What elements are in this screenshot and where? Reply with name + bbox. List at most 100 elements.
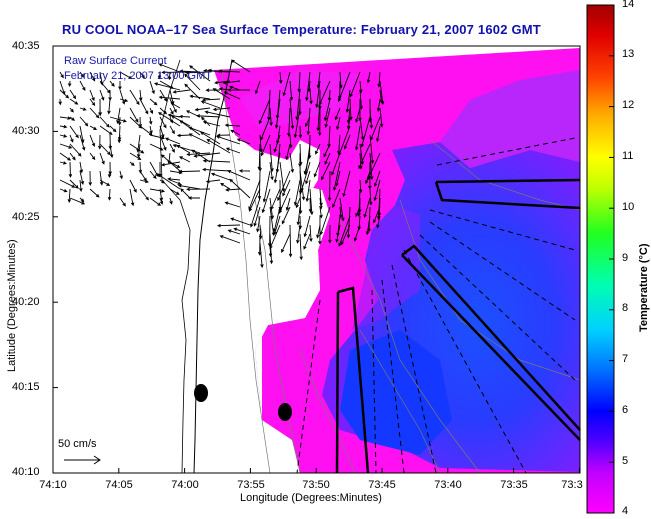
- current-vector: [169, 197, 173, 205]
- current-vector: [319, 197, 323, 210]
- current-vector: [79, 161, 84, 174]
- current-vector: [159, 116, 167, 129]
- current-vector: [160, 154, 181, 172]
- current-vector: [289, 98, 295, 130]
- current-vector: [59, 89, 70, 99]
- current-vector: [117, 134, 122, 141]
- current-vector: [169, 107, 174, 115]
- current-vector: [359, 116, 365, 141]
- current-vector: [68, 161, 73, 178]
- current-vector: [109, 80, 115, 87]
- current-vector: [309, 89, 313, 105]
- current-vector: [180, 188, 191, 199]
- current-vector: [216, 223, 241, 228]
- current-vector: [69, 107, 74, 113]
- current-vector: [337, 134, 341, 155]
- current-vector: [238, 169, 251, 173]
- y-tick-label: 40:10: [12, 466, 40, 478]
- current-vector: [369, 152, 374, 181]
- current-vector: [205, 179, 221, 184]
- colorbar-tick-label: 9: [622, 252, 629, 264]
- current-vector: [178, 114, 191, 119]
- current-vector: [299, 233, 303, 261]
- colorbar-tick-label: 14: [622, 0, 635, 10]
- current-vector: [305, 71, 311, 102]
- current-vector: [337, 80, 342, 100]
- current-vector: [375, 125, 381, 143]
- current-vector: [99, 179, 111, 186]
- current-vector: [236, 138, 251, 145]
- current-vector: [279, 71, 283, 84]
- current-vector: [129, 161, 135, 166]
- current-vector: [260, 134, 271, 157]
- current-vector: [379, 89, 384, 104]
- current-vector: [214, 80, 231, 85]
- current-vector: [285, 197, 291, 211]
- current-vector: [224, 201, 241, 208]
- current-vector: [158, 63, 181, 73]
- current-vector: [172, 89, 191, 94]
- current-vector: [89, 89, 95, 102]
- current-vector: [119, 197, 126, 207]
- current-vector: [210, 172, 231, 181]
- current-vector: [169, 161, 181, 168]
- current-vector: [69, 134, 74, 143]
- x-tick-label: 74:05: [105, 479, 133, 491]
- current-vector: [116, 107, 121, 124]
- current-vector: [218, 69, 241, 73]
- current-vector: [59, 71, 64, 79]
- current-vector: [189, 65, 211, 82]
- current-vector: [58, 98, 62, 106]
- current-vector: [154, 82, 181, 91]
- current-vector: [69, 179, 79, 189]
- current-vector: [369, 134, 375, 165]
- current-vector: [281, 233, 291, 253]
- current-vector: [99, 125, 113, 135]
- current-vector: [69, 143, 82, 157]
- current-vector: [230, 129, 241, 136]
- current-vector: [107, 170, 112, 179]
- colorbar-tick-label: 5: [622, 455, 629, 467]
- current-vector: [273, 215, 281, 236]
- current-vector: [158, 95, 181, 100]
- current-vector: [289, 80, 294, 101]
- current-vector: [149, 107, 154, 115]
- current-vector: [79, 116, 89, 127]
- current-vector: [336, 116, 341, 131]
- current-vector: [184, 73, 201, 91]
- current-vector: [129, 188, 135, 207]
- current-vector: [338, 206, 343, 219]
- current-vector: [253, 206, 261, 227]
- current-vector: [205, 88, 221, 92]
- current-vector: [202, 167, 231, 172]
- current-vector: [269, 161, 274, 181]
- y-tick-label: 40:20: [12, 296, 40, 308]
- current-vector: [149, 98, 158, 106]
- current-vector: [206, 138, 231, 154]
- current-vector: [89, 134, 96, 147]
- current-vector: [377, 197, 382, 217]
- current-vector: [305, 170, 311, 185]
- sst-deep-blue: [340, 330, 452, 455]
- overlay-line-1: Raw Surface Current: [64, 55, 167, 67]
- current-vector: [99, 143, 111, 156]
- current-vector: [373, 170, 381, 188]
- current-vector: [69, 125, 79, 139]
- current-vector: [372, 206, 381, 224]
- current-vector: [79, 197, 85, 203]
- current-vector: [376, 98, 381, 112]
- current-vector: [89, 125, 98, 130]
- current-vector: [339, 197, 345, 222]
- current-vector: [376, 215, 381, 229]
- current-vector: [107, 98, 111, 115]
- current-vector: [323, 98, 331, 122]
- current-vector: [248, 188, 261, 212]
- current-vector: [59, 161, 67, 165]
- colorbar-tick-label: 8: [622, 302, 629, 314]
- current-vector: [343, 134, 351, 150]
- current-vector: [299, 170, 306, 201]
- current-vector: [224, 123, 241, 127]
- current-vector: [79, 179, 83, 192]
- current-vector: [327, 170, 332, 202]
- current-vector: [359, 152, 363, 170]
